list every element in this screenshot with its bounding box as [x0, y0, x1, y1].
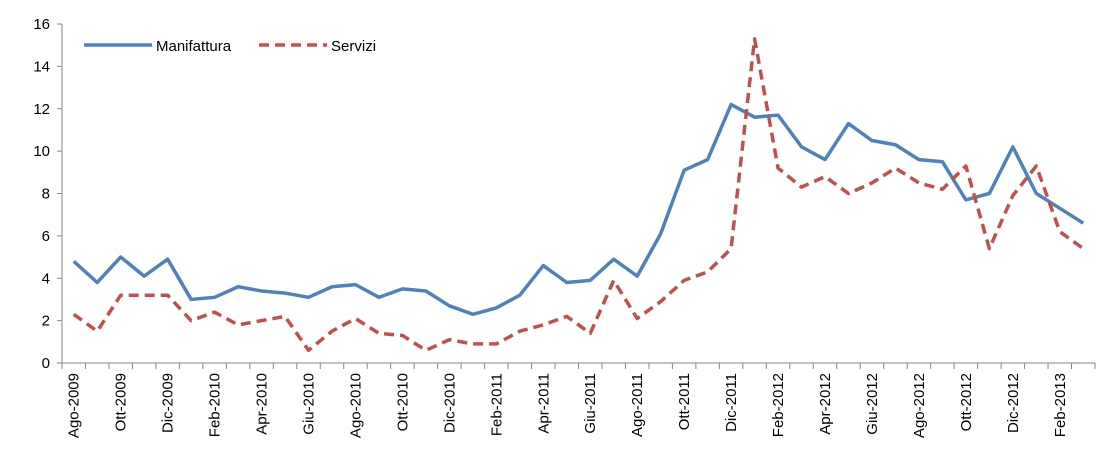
y-tick-label: 16 — [33, 16, 50, 33]
x-tick-label: Apr-2010 — [254, 373, 271, 435]
x-tick-label: Giu-2010 — [301, 373, 318, 435]
x-tick-label: Feb-2010 — [207, 373, 224, 437]
x-tick-label: Dic-2010 — [441, 373, 458, 433]
y-tick-label: 10 — [33, 143, 50, 160]
x-tick-label: Dic-2009 — [160, 373, 177, 433]
y-tick-label: 12 — [33, 101, 50, 118]
x-tick-label: Giu-2011 — [582, 373, 599, 434]
x-tick-label: Ott-2011 — [676, 373, 693, 430]
y-tick-label: 8 — [42, 186, 50, 203]
x-tick-label: Giu-2012 — [864, 373, 881, 435]
x-tick-label: Apr-2012 — [817, 373, 834, 435]
x-tick-label: Feb-2011 — [488, 373, 505, 436]
y-tick-label: 14 — [33, 58, 50, 75]
x-tick-label: Feb-2013 — [1052, 373, 1069, 437]
line-series — [72, 37, 1085, 353]
line-series — [72, 102, 1085, 317]
y-tick-label: 4 — [42, 270, 50, 287]
x-tick-label: Apr-2011 — [535, 373, 552, 434]
legend-label: Manifattura — [156, 38, 232, 55]
x-tick-label: Ago-2009 — [66, 373, 83, 438]
x-tick-label: Ott-2010 — [394, 373, 411, 431]
x-tick-label: Ott-2012 — [958, 373, 975, 431]
y-tick-label: 2 — [42, 313, 50, 330]
x-tick-label: Dic-2012 — [1005, 373, 1022, 433]
x-tick-label: Ago-2011 — [629, 373, 646, 437]
y-tick-label: 0 — [42, 355, 50, 372]
x-tick-label: Dic-2011 — [723, 373, 740, 432]
x-tick-label: Ago-2010 — [347, 373, 364, 438]
y-tick-label: 6 — [42, 228, 50, 245]
legend-label: Servizi — [331, 38, 376, 55]
x-tick-label: Ago-2012 — [911, 373, 928, 438]
x-tick-label: Ott-2009 — [113, 373, 130, 431]
x-tick-label: Feb-2012 — [770, 373, 787, 437]
